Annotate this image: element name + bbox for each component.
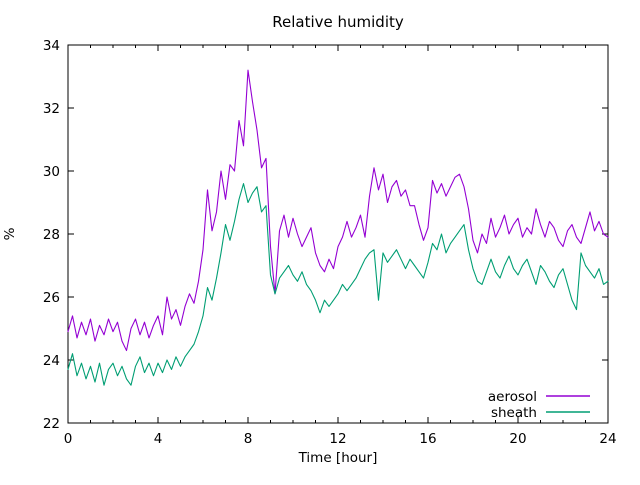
- chart-title: Relative humidity: [272, 13, 404, 31]
- data-series: [67, 69, 609, 386]
- axis-tick-labels: 0 4 8 12 16 20 24 22 24 26 28 30 32 34: [43, 38, 617, 447]
- y-tick-label: 32: [43, 101, 60, 117]
- x-tick-label: 4: [154, 431, 163, 447]
- axis-ticks: [67, 44, 609, 424]
- x-tick-label: 8: [244, 431, 253, 447]
- x-tick-label: 24: [599, 431, 616, 447]
- plot-area: 0 4 8 12 16 20 24 22 24 26 28 30 32 34: [43, 38, 617, 447]
- x-axis-label: Time [hour]: [298, 450, 378, 466]
- series-aerosol-line: [67, 69, 609, 352]
- series-sheath-line: [67, 183, 609, 386]
- y-tick-label: 22: [43, 416, 60, 432]
- legend-label-sheath: sheath: [491, 405, 537, 421]
- x-tick-label: 12: [329, 431, 346, 447]
- legend-label-aerosol: aerosol: [488, 389, 537, 405]
- y-tick-label: 28: [43, 227, 60, 243]
- plot-border: [67, 44, 609, 424]
- legend: aerosol sheath: [488, 389, 590, 421]
- y-tick-label: 30: [43, 164, 60, 180]
- y-tick-label: 34: [43, 38, 60, 54]
- y-axis-label: %: [2, 227, 18, 240]
- y-tick-label: 26: [43, 290, 60, 306]
- y-tick-label: 24: [43, 353, 60, 369]
- x-tick-label: 20: [509, 431, 526, 447]
- x-tick-label: 0: [64, 431, 73, 447]
- x-tick-label: 16: [419, 431, 436, 447]
